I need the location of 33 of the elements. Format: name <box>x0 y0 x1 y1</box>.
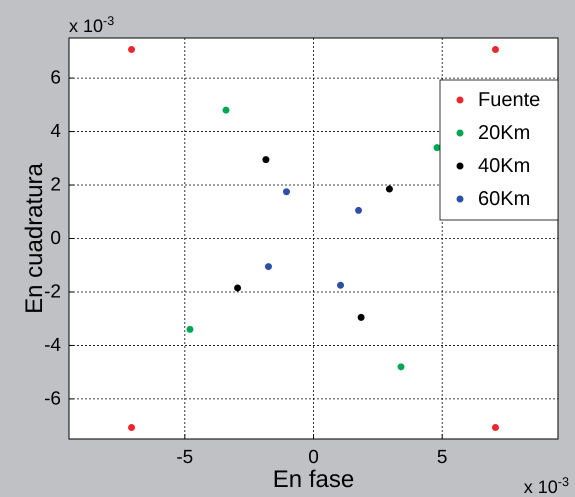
y-tick-label: -2 <box>44 281 61 302</box>
point <box>358 314 365 321</box>
y-tick-label: 4 <box>50 121 62 142</box>
point <box>355 206 362 214</box>
point <box>128 424 136 432</box>
point <box>492 46 499 53</box>
point <box>264 263 272 270</box>
point <box>434 144 441 152</box>
point <box>492 424 499 432</box>
y-tick-label: -6 <box>44 388 61 410</box>
point <box>386 186 393 193</box>
point <box>282 188 290 196</box>
y-tick-label: 2 <box>50 174 61 196</box>
point <box>234 284 242 292</box>
legend-label: 60Km <box>478 188 530 210</box>
point <box>337 282 344 289</box>
y-tick-label: 6 <box>50 68 61 89</box>
y-tick-label: 0 <box>50 228 61 249</box>
legend-label: 40Km <box>478 155 530 177</box>
x-tick-label: 5 <box>436 447 448 468</box>
point <box>398 363 405 370</box>
legend-label: Fuente <box>478 89 540 111</box>
x-tick-label: -5 <box>176 447 194 468</box>
point <box>262 156 270 164</box>
x-axis-title: En fase <box>272 466 354 493</box>
text: x 10$^{-3}$ <box>524 475 569 497</box>
x-tick-label: 0 <box>308 447 319 468</box>
y-tick-label: -4 <box>44 334 62 356</box>
point <box>186 326 194 333</box>
legend-label: 20Km <box>478 122 530 144</box>
point <box>222 106 230 114</box>
text: x 10$^{-3}$ <box>69 14 114 36</box>
point <box>128 46 136 53</box>
